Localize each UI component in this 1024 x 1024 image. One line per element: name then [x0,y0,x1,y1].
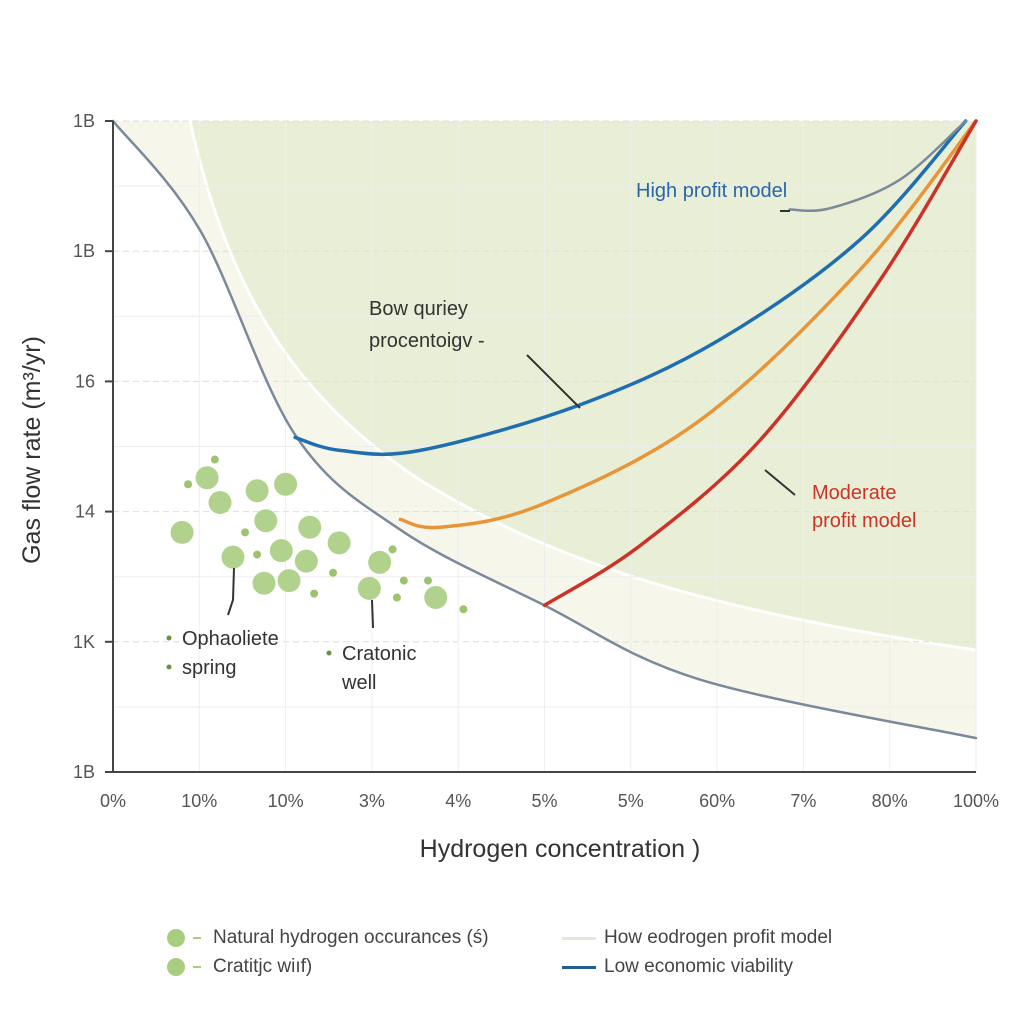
x-tick-label: 10% [181,791,217,811]
scatter-point-large [274,472,298,496]
y-axis-title: Gas flow rate (m³/yr) [18,336,46,564]
annotation-cratonic-line1: Cratonic [342,643,416,665]
scatter-point-large [327,531,351,555]
scatter-point-large [170,520,194,544]
legend-circle-icon [167,929,185,947]
scatter-point-large [424,586,448,610]
legend-item-cratonic: Cratitjc wiıf) [167,956,312,978]
x-tick-label: 7% [790,791,816,811]
scatter-point-small [184,480,193,489]
scatter-point-large [368,550,392,574]
scatter-point-large [294,549,318,573]
y-tick-label: 1B [73,762,95,782]
scatter-point-large [269,539,293,563]
scatter-point-small [388,545,397,554]
x-tick-label: 60% [699,791,735,811]
scatter-point-small [459,605,468,614]
x-tick-label: 3% [359,791,385,811]
bullet-ophiolite-2 [166,664,172,670]
annotation-moderate-line1: Moderate [812,482,897,504]
leader-bow [526,354,581,409]
series-line-blue [293,119,968,457]
scatter-point-large [208,490,232,514]
scatter-point-large [254,509,278,533]
legend-line-icon [562,965,596,969]
legend-item-natural: Natural hydrogen occurances (ś) [167,927,489,949]
scatter-point-large [245,479,269,503]
white-boundary [188,120,977,652]
scatter-point-small [399,576,408,585]
x-tick-label: 4% [445,791,471,811]
series-line-red [542,119,978,608]
scatter-point-small [329,568,338,577]
leader-ophiolite [227,567,235,616]
x-axis-title: Hydrogen concentration ) [420,835,701,863]
y-tick-label: 16 [75,371,95,391]
scatter-point-large [252,571,276,595]
legend-label: Low economic viability [604,956,794,977]
scatter-point-small [392,593,401,602]
legend-circle-icon [167,958,185,976]
x-tick-label: 0% [100,791,126,811]
x-tick-label: 80% [872,791,908,811]
legend-label: Cratitjc wiıf) [213,956,313,977]
annotation-bow-line2: procentoigv - [369,330,485,352]
scatter-point-small [241,528,250,537]
x-tick-label: 5% [618,791,644,811]
legend-line-icon [562,936,596,940]
series-line-boundary [111,119,978,740]
annotation-ophiolite-line1: Ophaoliete [182,628,279,650]
y-tick-label: 14 [75,502,95,522]
scatter-point-small [310,589,319,598]
bullet-cratonic [326,650,332,656]
series-line-orange [398,119,978,530]
legend-item-profit-model: How eodrogen profit model [562,927,832,949]
scatter-point-small [210,455,219,464]
x-tick-label: 5% [531,791,557,811]
x-tick-label: 10% [268,791,304,811]
y-tick-label: 1B [73,111,95,131]
x-tick-label: 100% [953,791,999,811]
scatter-point-large [357,576,381,600]
annotation-moderate-line2: profit model [812,510,917,532]
scatter-point-small [423,576,432,585]
green-region [190,121,976,650]
scatter-point-large [298,515,322,539]
annotation-ophiolite-line2: spring [182,657,236,679]
legend-item-low-viability: Low economic viability [562,956,793,978]
scatter-point-large [195,466,219,490]
scatter-point-large [277,569,301,593]
y-tick-label: 1B [73,241,95,261]
y-tick-label: 1K [73,632,95,652]
scatter-point-large [221,545,245,569]
bullet-ophiolite-1 [166,635,172,641]
annotation-bow-line1: Bow quriey [369,298,468,320]
scatter-point-small [253,550,262,559]
series-line-high [788,119,967,213]
legend-label: Natural hydrogen occurances (ś) [213,927,489,948]
leader-moderate [764,469,796,496]
legend-label: How eodrogen profit model [604,927,833,948]
annotation-high-profit: High profit model [636,180,787,202]
leader-cratonic [371,599,374,629]
annotation-cratonic-line2: well [341,672,376,694]
